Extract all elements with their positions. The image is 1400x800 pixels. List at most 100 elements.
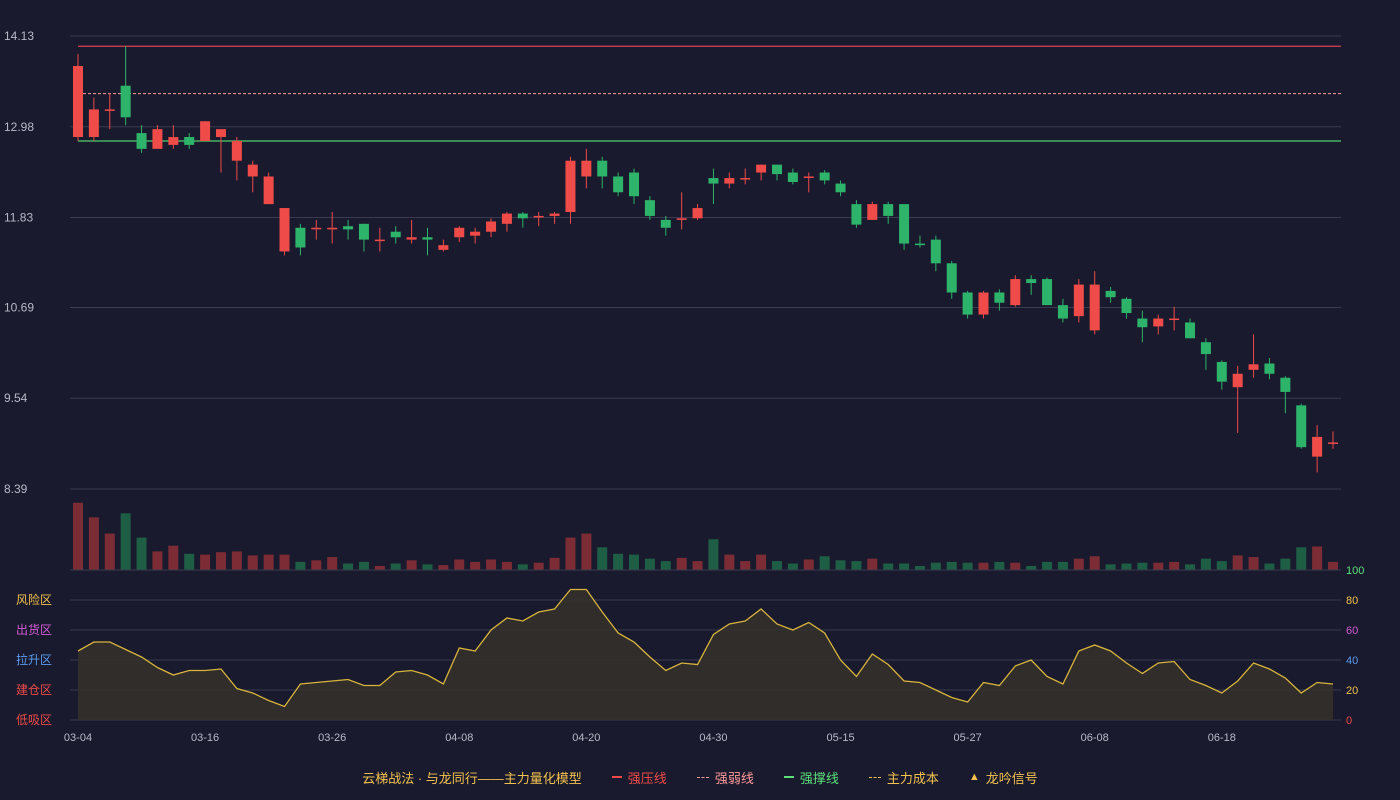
candle-body	[867, 204, 878, 220]
volume-bar	[104, 533, 115, 570]
price-tick-label: 14.13	[4, 29, 34, 43]
candle-body	[1105, 290, 1116, 298]
legend-item-cost[interactable]: 主力成本	[868, 768, 939, 787]
volume-bar	[517, 564, 528, 570]
x-tick-label: 03-04	[64, 732, 92, 744]
candle-body	[279, 208, 290, 252]
candle-body	[771, 164, 782, 175]
candle-body	[1264, 363, 1275, 374]
volume-bar	[231, 551, 242, 570]
candle-body	[311, 227, 322, 230]
candle-body	[1057, 305, 1068, 319]
volume-bar	[692, 561, 703, 570]
candle-body	[565, 160, 576, 212]
volume-bar	[644, 558, 655, 570]
oscillator-tick-label: 60	[1346, 625, 1358, 637]
price-tick-label: 10.69	[4, 300, 34, 314]
candle-body	[247, 164, 258, 177]
candle-body	[1280, 377, 1291, 392]
candle-body	[1026, 279, 1037, 284]
volume-bar	[1057, 561, 1068, 570]
candle-body	[962, 292, 973, 315]
volume-bar	[533, 562, 544, 570]
volume-bar	[756, 554, 767, 570]
volume-bar	[1153, 562, 1164, 570]
candle-body	[883, 204, 894, 216]
volume-bar	[978, 562, 989, 570]
legend-label-support: 强撑线	[799, 770, 839, 786]
volume-bar	[835, 560, 846, 570]
candle-body	[88, 109, 99, 138]
volume-bar	[1137, 562, 1148, 570]
candle-body	[1232, 373, 1243, 388]
legend: 云梯战法 · 与龙同行——主力量化模型 强压线 强弱线 强撑线 主力成本 ▲ 龙…	[0, 766, 1400, 788]
candle-body	[517, 213, 528, 219]
candle-body	[549, 213, 560, 216]
volume-bar	[438, 565, 449, 570]
volume-bar	[1073, 558, 1084, 570]
volume-bar	[73, 502, 83, 570]
volume-bar	[1026, 565, 1037, 570]
legend-item-resistance[interactable]: 强压线	[611, 768, 667, 787]
volume-bar	[1248, 557, 1259, 570]
candle-body	[486, 221, 497, 232]
volume-bar	[295, 561, 306, 570]
volume-bar	[327, 557, 338, 570]
oscillator-line	[77, 588, 1334, 708]
candle-body	[724, 178, 735, 184]
candle-body	[390, 231, 401, 238]
candle-body	[1328, 442, 1338, 444]
volume-bar	[215, 552, 226, 570]
candle-body	[327, 227, 338, 230]
legend-label-signal: 龙吟信号	[985, 770, 1038, 786]
volume-bar	[152, 551, 163, 570]
legend-label-cost: 主力成本	[886, 770, 939, 786]
candle-body	[946, 263, 957, 293]
volume-bar	[597, 547, 608, 570]
legend-item-weak[interactable]: 强弱线	[696, 768, 754, 787]
oscillator-zone-label: 风险区	[16, 592, 52, 607]
oscillator-tick-label: 20	[1346, 685, 1358, 697]
candle-body	[1200, 342, 1211, 355]
candle-body	[136, 133, 147, 149]
volume-bar	[851, 561, 862, 570]
legend-item-signal[interactable]: ▲ 龙吟信号	[969, 768, 1038, 787]
volume-bar	[676, 557, 687, 570]
chart-canvas: 14.13 12.98 11.83 10.69 9.54 8.39 100 80 60 40 20 0…	[4, 29, 1364, 744]
candle-body	[263, 176, 274, 205]
candle-body	[295, 227, 306, 248]
x-tick-label: 03-26	[318, 732, 346, 744]
oscillator-tick-label: 40	[1346, 655, 1358, 667]
candle-body	[787, 172, 798, 183]
candle-body	[581, 160, 592, 177]
resistance-line-icon	[611, 776, 622, 778]
volume-bar	[136, 537, 147, 570]
volume-bar	[1328, 561, 1338, 570]
candle-body	[676, 218, 687, 220]
volume-bar	[946, 561, 957, 570]
candle-body	[930, 239, 941, 264]
volume-bar	[803, 559, 814, 570]
legend-title: 云梯战法 · 与龙同行——主力量化模型	[362, 770, 582, 786]
volume-bar	[501, 561, 512, 570]
oscillator-zone-label: 出货区	[16, 622, 52, 637]
x-tick-label: 04-08	[445, 732, 473, 744]
volume-bar	[311, 560, 322, 570]
legend-item-support[interactable]: 强撑线	[783, 768, 839, 787]
volume-bar	[867, 558, 878, 570]
weak-line-icon	[696, 776, 709, 778]
candle-body	[184, 137, 195, 145]
candle-body	[914, 243, 925, 246]
volume-bar	[168, 545, 179, 570]
volume-bar	[819, 556, 830, 570]
volume-bar	[581, 533, 592, 570]
x-tick-label: 05-15	[826, 732, 854, 744]
candle-body	[644, 200, 655, 216]
volume-bar	[358, 561, 369, 570]
candle-body	[1185, 322, 1196, 339]
volume-bar	[390, 563, 401, 570]
support-line-icon	[783, 776, 794, 778]
candle-body	[200, 121, 211, 141]
volume-bar	[120, 513, 131, 570]
candle-body	[660, 219, 671, 228]
